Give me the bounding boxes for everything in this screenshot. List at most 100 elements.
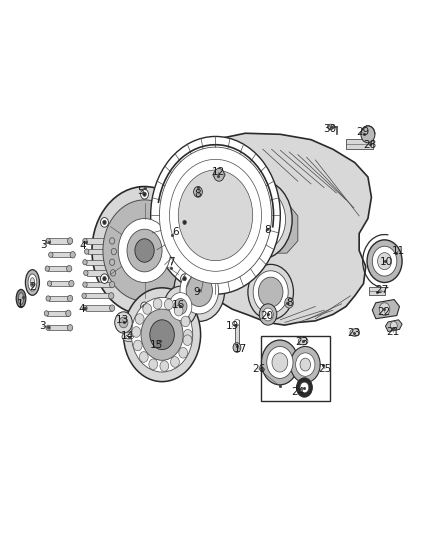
- Ellipse shape: [46, 296, 50, 301]
- Ellipse shape: [109, 293, 114, 299]
- Circle shape: [141, 302, 148, 312]
- Circle shape: [379, 303, 390, 316]
- Circle shape: [180, 267, 219, 314]
- Circle shape: [149, 359, 158, 369]
- Text: 8: 8: [264, 225, 271, 235]
- Ellipse shape: [69, 280, 74, 287]
- Bar: [369, 287, 385, 295]
- Circle shape: [263, 308, 273, 321]
- Ellipse shape: [263, 227, 272, 232]
- Bar: [47, 311, 68, 316]
- Ellipse shape: [110, 281, 115, 288]
- Circle shape: [103, 277, 106, 281]
- Circle shape: [150, 320, 174, 350]
- Text: 22: 22: [377, 307, 390, 317]
- Circle shape: [263, 224, 271, 234]
- Ellipse shape: [44, 311, 49, 316]
- Circle shape: [135, 313, 144, 324]
- Bar: [86, 305, 112, 311]
- Ellipse shape: [213, 171, 225, 179]
- Ellipse shape: [25, 270, 39, 295]
- Ellipse shape: [47, 281, 52, 286]
- Circle shape: [259, 304, 277, 325]
- Bar: [235, 320, 239, 348]
- Ellipse shape: [66, 310, 71, 317]
- Text: 26: 26: [252, 364, 265, 374]
- Circle shape: [179, 348, 187, 358]
- Circle shape: [261, 340, 298, 385]
- Ellipse shape: [67, 295, 73, 302]
- Bar: [50, 281, 71, 286]
- Circle shape: [119, 317, 128, 328]
- Circle shape: [143, 192, 146, 196]
- Circle shape: [214, 168, 224, 181]
- Text: 4: 4: [78, 304, 85, 314]
- Circle shape: [174, 305, 183, 316]
- Circle shape: [135, 239, 154, 262]
- Circle shape: [115, 312, 132, 333]
- Circle shape: [378, 253, 392, 270]
- Circle shape: [183, 277, 186, 281]
- Circle shape: [164, 299, 173, 310]
- Text: 17: 17: [233, 344, 247, 354]
- Circle shape: [159, 147, 272, 284]
- Circle shape: [258, 277, 283, 307]
- Bar: [87, 270, 113, 276]
- Circle shape: [183, 220, 186, 224]
- Text: 4: 4: [79, 241, 86, 251]
- Bar: [85, 293, 111, 298]
- Ellipse shape: [49, 252, 53, 257]
- Text: 1: 1: [16, 299, 23, 309]
- Circle shape: [178, 170, 253, 261]
- Text: 8: 8: [286, 298, 293, 308]
- Ellipse shape: [70, 252, 75, 258]
- Text: 20: 20: [261, 311, 274, 320]
- Circle shape: [181, 316, 190, 327]
- Ellipse shape: [126, 335, 134, 339]
- Polygon shape: [209, 133, 371, 325]
- Circle shape: [300, 358, 311, 371]
- Circle shape: [285, 297, 293, 308]
- Circle shape: [234, 319, 240, 326]
- Circle shape: [124, 288, 201, 382]
- Circle shape: [103, 220, 106, 224]
- Circle shape: [143, 304, 152, 314]
- Polygon shape: [385, 320, 402, 332]
- Circle shape: [372, 246, 397, 276]
- Text: 29: 29: [356, 127, 369, 137]
- Circle shape: [233, 188, 286, 252]
- Text: 7: 7: [168, 257, 175, 267]
- Circle shape: [296, 353, 315, 376]
- Text: 9: 9: [194, 287, 201, 297]
- Ellipse shape: [168, 229, 176, 245]
- Text: 8: 8: [194, 189, 201, 199]
- Circle shape: [194, 187, 202, 197]
- Circle shape: [183, 335, 192, 345]
- Circle shape: [390, 321, 397, 330]
- Text: 2: 2: [29, 282, 36, 292]
- Ellipse shape: [83, 282, 87, 287]
- Bar: [86, 260, 112, 265]
- Circle shape: [367, 240, 402, 282]
- Bar: [48, 266, 69, 271]
- Text: 14: 14: [120, 331, 134, 341]
- Circle shape: [180, 217, 188, 227]
- Ellipse shape: [110, 238, 115, 244]
- Ellipse shape: [28, 274, 37, 291]
- Text: 3: 3: [40, 240, 47, 250]
- Text: 12: 12: [212, 167, 225, 176]
- Ellipse shape: [82, 293, 86, 298]
- Circle shape: [272, 353, 288, 372]
- Text: 21: 21: [387, 327, 400, 336]
- Circle shape: [103, 200, 186, 301]
- Circle shape: [184, 329, 192, 340]
- Ellipse shape: [67, 265, 72, 272]
- Circle shape: [169, 293, 192, 320]
- Text: 6: 6: [172, 227, 179, 237]
- Circle shape: [101, 217, 109, 227]
- Polygon shape: [372, 300, 399, 319]
- Circle shape: [151, 136, 280, 294]
- Text: 30: 30: [323, 124, 336, 134]
- Text: 23: 23: [296, 337, 309, 347]
- Ellipse shape: [83, 305, 87, 311]
